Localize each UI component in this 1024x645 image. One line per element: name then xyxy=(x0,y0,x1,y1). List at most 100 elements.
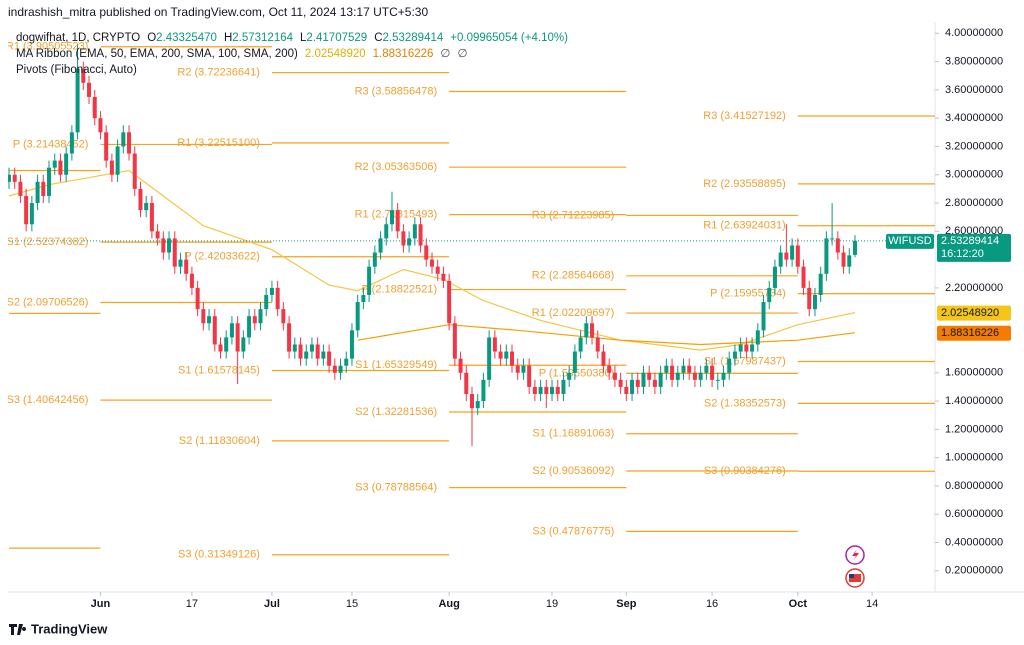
candle-body xyxy=(167,238,172,253)
candle-body xyxy=(24,195,29,225)
candle-body xyxy=(818,273,823,295)
candle-body xyxy=(555,386,560,394)
y-tick-label: 0.80000000 xyxy=(945,480,1003,492)
candle-body xyxy=(127,132,132,154)
legend-ma-value: 1.88316226 xyxy=(373,48,434,60)
candle-body xyxy=(92,96,97,119)
candle-body xyxy=(149,203,154,232)
candle-body xyxy=(424,245,429,260)
side-icons xyxy=(845,545,865,588)
candle-body xyxy=(475,401,480,409)
candle-body xyxy=(207,316,212,324)
candle-body xyxy=(138,188,143,211)
pivot-label: R3 (3.41527192) xyxy=(703,110,786,122)
candle-body xyxy=(195,287,200,310)
candle-body xyxy=(652,379,657,387)
y-tick-label: 0.40000000 xyxy=(945,536,1003,548)
candle-body xyxy=(218,344,223,352)
x-tick-label: 16 xyxy=(706,598,718,610)
candle-body xyxy=(830,238,835,240)
candle-body xyxy=(309,344,314,352)
pivot-label: P (2.15955734) xyxy=(710,288,786,300)
candle-body xyxy=(687,365,692,373)
candle-body xyxy=(109,160,114,175)
pivot-label: R2 (2.28564668) xyxy=(532,270,615,282)
candle-body xyxy=(58,160,63,175)
candle-body xyxy=(732,351,737,359)
candle-body xyxy=(675,372,680,380)
y-tick-label: 3.80000000 xyxy=(945,56,1003,68)
legend-ma-value: 2.02548920 xyxy=(305,48,366,60)
candle-body xyxy=(841,252,846,267)
candle-body xyxy=(538,386,543,394)
candle-body xyxy=(12,174,17,182)
candle-body xyxy=(618,379,623,387)
candle-body xyxy=(64,153,69,175)
candle-body xyxy=(750,344,755,352)
candle-body xyxy=(521,365,526,373)
candle-body xyxy=(121,132,126,147)
candle-body xyxy=(281,309,286,324)
pivot-label: R1 (3.90505523) xyxy=(6,41,89,53)
candle-body xyxy=(104,132,109,161)
brand: TradingView xyxy=(9,621,108,636)
candle-body xyxy=(595,337,600,352)
candle-body xyxy=(418,224,423,246)
ohlc-label: L xyxy=(300,32,307,44)
x-tick-label: 19 xyxy=(546,598,558,610)
candle-body xyxy=(641,372,646,387)
candle-body xyxy=(515,365,520,373)
x-tick-label: 14 xyxy=(866,598,878,610)
candle-body xyxy=(315,344,320,359)
candle-body xyxy=(607,365,612,373)
legend-na: ∅ xyxy=(440,48,450,60)
x-tick-label: Oct xyxy=(789,598,808,610)
symbol-tag: WIFUSD xyxy=(888,235,931,247)
pivot-label: S2 (0.90536092) xyxy=(532,465,614,477)
candle-body xyxy=(441,273,446,281)
price-tag: 2.53289414 xyxy=(941,235,999,247)
candle-body xyxy=(550,386,555,394)
price-tag-bg xyxy=(937,233,1011,262)
y-tick-label: 0.60000000 xyxy=(945,508,1003,520)
pivot-label: S1 (1.16891063) xyxy=(532,428,614,440)
candle-body xyxy=(412,224,417,239)
x-tick-label: Sep xyxy=(616,598,636,610)
legend-pivots-line: Pivots (Fibonacci, Auto) xyxy=(16,64,137,76)
candle-body xyxy=(429,259,434,267)
candle-body xyxy=(372,252,377,267)
countdown-tag: 16:12:20 xyxy=(941,248,984,260)
candle-body xyxy=(41,181,46,196)
candle-body xyxy=(544,386,549,394)
legend-ma-title: MA Ribbon (EMA, 50, EMA, 200, SMA, 100, … xyxy=(16,48,298,60)
candle-body xyxy=(258,309,263,324)
candle-body xyxy=(761,302,766,331)
candle-body xyxy=(35,181,40,204)
candle-body xyxy=(567,372,572,380)
candle-body xyxy=(189,273,194,288)
candle-body xyxy=(355,302,360,331)
candle-body xyxy=(321,351,326,359)
symbol-tag-bg xyxy=(886,233,934,249)
legend-symbol: dogwifhat, 1D, CRYPTO xyxy=(16,32,140,44)
candle-body xyxy=(852,240,857,255)
candle-body xyxy=(715,379,720,381)
ma-line xyxy=(8,169,856,351)
candle-body xyxy=(487,337,492,380)
candle-body xyxy=(527,365,532,387)
candle-body xyxy=(161,238,166,253)
brand-logo xyxy=(9,624,27,635)
candle-body xyxy=(561,379,566,394)
candle-body xyxy=(727,358,732,373)
pivot-label: R2 (3.72236641) xyxy=(177,66,260,78)
candle-body xyxy=(269,287,274,295)
y-tick-label: 2.20000000 xyxy=(945,282,1003,294)
candle-body xyxy=(801,266,806,288)
pivot-label: S1 (1.67987437) xyxy=(704,355,786,367)
axes: 4.00000000 3.80000000 3.60000000 3.40000000… xyxy=(91,27,1011,610)
candle-body xyxy=(458,358,463,373)
candle-body xyxy=(235,323,240,352)
candle-body xyxy=(247,316,252,338)
ohlc-label: C xyxy=(374,32,382,44)
